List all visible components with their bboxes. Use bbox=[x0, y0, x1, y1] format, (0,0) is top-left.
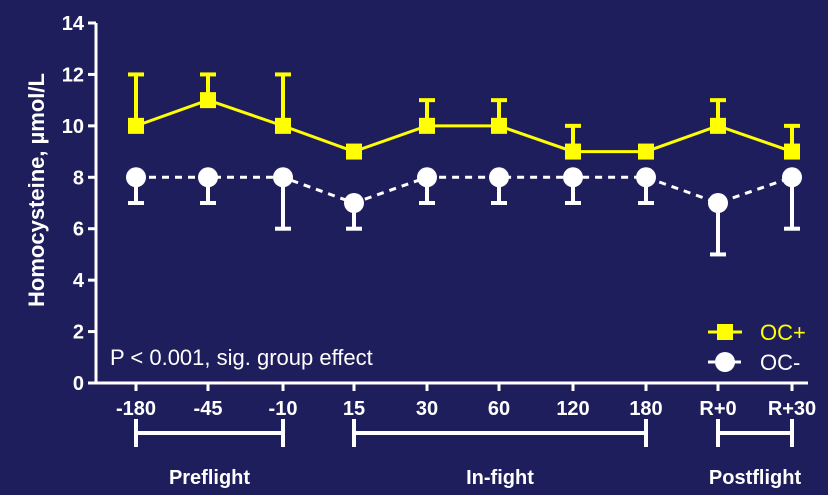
significance-annotation: P < 0.001, sig. group effect bbox=[110, 345, 373, 370]
data-point bbox=[710, 117, 726, 134]
data-point bbox=[708, 193, 728, 213]
data-point bbox=[565, 143, 581, 160]
data-point bbox=[344, 193, 364, 213]
data-point bbox=[638, 143, 654, 160]
x-tick-label: 60 bbox=[488, 398, 510, 420]
x-tick-label: 180 bbox=[629, 398, 662, 420]
x-tick-label: R+0 bbox=[699, 398, 736, 420]
data-point bbox=[198, 167, 218, 188]
data-point bbox=[782, 167, 802, 188]
y-tick-label: 14 bbox=[62, 13, 85, 35]
legend-label: OC+ bbox=[760, 320, 806, 345]
data-point bbox=[273, 167, 293, 188]
data-point bbox=[784, 143, 800, 160]
x-tick-label: -10 bbox=[269, 398, 298, 420]
series-oc-minus bbox=[126, 167, 802, 257]
x-tick-label: R+30 bbox=[768, 398, 816, 420]
group-brackets: Preflight In-fight Postflight bbox=[134, 419, 802, 489]
data-point bbox=[563, 167, 583, 188]
series-oc-plus bbox=[128, 72, 800, 160]
data-point bbox=[636, 167, 656, 188]
x-tick-label: -45 bbox=[194, 398, 223, 420]
data-point bbox=[419, 117, 435, 134]
data-point bbox=[200, 92, 216, 109]
y-tick-label: 10 bbox=[62, 116, 84, 138]
group-label: Postflight bbox=[709, 467, 802, 489]
y-tick-label: 2 bbox=[73, 322, 84, 344]
series-line bbox=[135, 98, 793, 154]
x-tick-label: 120 bbox=[556, 398, 589, 420]
series-line bbox=[136, 175, 793, 205]
legend-marker bbox=[717, 324, 733, 340]
data-point bbox=[346, 143, 362, 160]
group-label: Preflight bbox=[169, 467, 250, 489]
axes: 0 2 4 6 8 10 12 14 -180 -45 -10 15 30 60 120 180 R+0 R+30 bbox=[62, 13, 816, 420]
y-tick-label: 0 bbox=[73, 373, 84, 395]
y-tick-label: 4 bbox=[73, 270, 85, 292]
group-label: In-fight bbox=[466, 467, 534, 489]
y-tick-label: 6 bbox=[73, 219, 84, 241]
x-tick-label: 30 bbox=[416, 398, 438, 420]
data-point bbox=[128, 117, 144, 134]
x-tick-label: -180 bbox=[116, 398, 156, 420]
x-tick-label: 15 bbox=[343, 398, 365, 420]
legend-marker bbox=[715, 352, 735, 372]
data-point bbox=[275, 117, 291, 134]
y-tick-label: 8 bbox=[73, 167, 84, 189]
legend: OC+ OC- bbox=[708, 320, 806, 375]
series-layer bbox=[126, 72, 802, 257]
data-point bbox=[126, 167, 146, 188]
data-point bbox=[417, 167, 437, 188]
data-point bbox=[489, 167, 509, 188]
legend-label: OC- bbox=[760, 350, 800, 375]
y-axis-title: Homocysteine, µmol/L bbox=[24, 73, 49, 307]
data-point bbox=[491, 117, 507, 134]
y-tick-label: 12 bbox=[62, 64, 84, 86]
